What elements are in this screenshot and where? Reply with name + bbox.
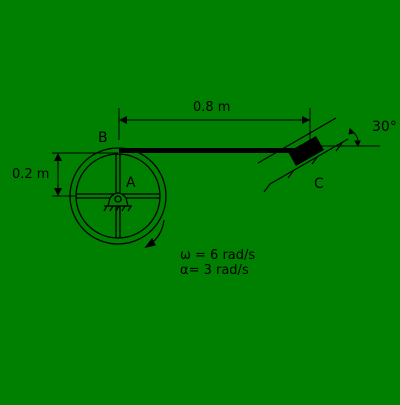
angle-arrowhead-top (348, 127, 356, 135)
guide-hatch-4 (335, 142, 343, 152)
angle-arrowhead-bottom (354, 140, 361, 148)
slider-block (288, 136, 324, 166)
angle-reference (318, 127, 380, 148)
rotation-arrowhead (144, 237, 156, 248)
dim-horizontal-label: 0.8 m (193, 100, 230, 115)
point-a-label: A (126, 175, 136, 191)
dim-v-arrow-bottom (54, 188, 62, 196)
guide-upper-line (257, 117, 337, 164)
guide-hatch-2 (287, 169, 295, 179)
alpha-label: α= 3 rad/s (180, 263, 249, 278)
point-b-label: B (98, 130, 108, 146)
hub-support (103, 192, 132, 212)
dim-h-arrow-left (119, 116, 127, 124)
rotation-arrow (144, 219, 165, 248)
hub-pin (114, 195, 122, 203)
angle-label: 30° (372, 119, 397, 135)
hub-hatch-2 (109, 205, 114, 212)
point-c-label: C (314, 176, 324, 192)
guide-hatch-3 (311, 155, 319, 165)
hub-hatch-5 (127, 205, 132, 212)
hub-hatch-1 (103, 205, 108, 212)
dim-h-arrow-right (302, 116, 310, 124)
hub-hatch-3 (115, 205, 120, 212)
dim-vertical-label: 0.2 m (12, 167, 49, 182)
dimension-vertical (52, 152, 118, 197)
dim-v-arrow-top (54, 153, 62, 161)
omega-label: ω = 6 rad/s (180, 248, 255, 263)
hub-hatch-4 (121, 205, 126, 212)
connecting-rod (119, 148, 311, 153)
guide-hatch-1 (263, 183, 271, 193)
dimension-horizontal (118, 108, 311, 140)
